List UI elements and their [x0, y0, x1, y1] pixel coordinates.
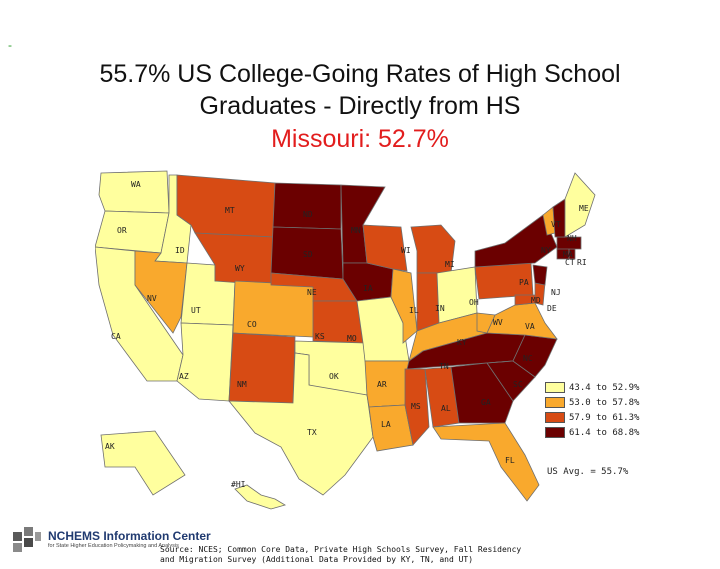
state-va [486, 302, 558, 340]
state-label-ri: RI [577, 258, 587, 267]
state-label-nm: NM [237, 380, 247, 389]
state-me [564, 172, 596, 238]
state-fl [432, 422, 540, 502]
state-ma [556, 236, 582, 250]
state-ak [100, 430, 186, 496]
state-label-ar: AR [377, 380, 387, 389]
state-label-ny: NY [541, 246, 551, 255]
state-label-ut: UT [191, 306, 201, 315]
legend: 43.4 to 52.9% 53.0 to 57.8% 57.9 to 61.3… [545, 380, 639, 440]
state-label-mt: MT [225, 206, 235, 215]
state-nc [486, 334, 558, 378]
state-nm [228, 332, 296, 404]
state-ga [450, 362, 514, 424]
legend-row-3: 57.9 to 61.3% [545, 410, 639, 425]
state-or [95, 210, 170, 254]
state-label-oh: OH [469, 298, 479, 307]
state-nd [272, 182, 342, 230]
state-label-wy: WY [235, 264, 245, 273]
state-label-nh: NH [567, 234, 577, 243]
state-il [390, 268, 418, 344]
legend-label-1: 43.4 to 52.9% [569, 382, 640, 393]
map-title: 55.7% US College-Going Rates of High Sch… [99, 60, 621, 120]
state-label-ne: NE [307, 288, 317, 297]
states-layer [95, 170, 596, 510]
state-ar [364, 360, 410, 408]
state-label-wv: WV [493, 318, 503, 327]
state-co [232, 280, 316, 338]
logo-name: NCHEMS Information Center [48, 529, 211, 543]
state-label-ma: MA [563, 250, 573, 259]
legend-row-2: 53.0 to 57.8% [545, 395, 639, 410]
source-note: Source: NCES; Common Core Data, Private … [160, 545, 522, 564]
state-hi [234, 484, 286, 510]
legend-row-1: 43.4 to 52.9% [545, 380, 639, 395]
corner-mark: - [8, 38, 12, 52]
us-average-note: US Avg. = 55.7% [547, 467, 629, 477]
state-label-mi: MI [445, 260, 455, 269]
state-label-ct: CT [565, 258, 575, 267]
logo-mark-icon [13, 527, 41, 552]
state-label-il: IL [409, 306, 419, 315]
state-label-or: OR [117, 226, 127, 235]
state-ms [404, 368, 430, 446]
state-az [176, 322, 234, 402]
state-label-nv: NV [147, 294, 157, 303]
legend-swatch-1 [545, 382, 565, 393]
legend-swatch-4 [545, 427, 565, 438]
legend-swatch-2 [545, 397, 565, 408]
state-label-me: ME [579, 204, 589, 213]
state-label-co: CO [247, 320, 257, 329]
map-subtitle: Missouri: 52.7% [271, 125, 449, 153]
state-label-ia: IA [363, 284, 373, 293]
state-la [368, 404, 414, 452]
state-label-va: VA [525, 322, 535, 331]
nchems-logo: NCHEMS Information Center for State High… [10, 523, 211, 557]
state-label-nd: ND [303, 210, 313, 219]
legend-label-4: 61.4 to 68.8% [569, 427, 640, 438]
us-choropleth-map: WA OR CA ID NV UT AZ MT WY CO NM ND SD NE KS OK TX MN IA MO… [95, 170, 596, 510]
state-label-ak: AK [105, 442, 115, 451]
state-label-ms: MS [411, 402, 421, 411]
state-label-pa: PA [519, 278, 529, 287]
legend-label-2: 53.0 to 57.8% [569, 397, 640, 408]
state-label-sd: SD [303, 250, 313, 259]
logo-tagline: for State Higher Education Policymaking … [48, 543, 179, 549]
state-label-id: ID [175, 246, 185, 255]
state-label-wi: WI [401, 246, 411, 255]
state-label-wa: WA [131, 180, 141, 189]
state-label-ks: KS [315, 332, 325, 341]
state-in [416, 272, 440, 332]
state-wv [476, 312, 496, 334]
state-label-fl: FL [505, 456, 515, 465]
state-nh [552, 198, 566, 238]
legend-swatch-3 [545, 412, 565, 423]
state-label-nj: NJ [551, 288, 561, 297]
state-label-sc: SC [513, 380, 523, 389]
state-label-mn: MN [351, 226, 361, 235]
state-label-ca: CA [111, 332, 121, 341]
state-label-az: AZ [179, 372, 189, 381]
state-label-ok: OK [329, 372, 339, 381]
state-labels-layer: WA OR CA ID NV UT AZ MT WY CO NM ND SD NE KS OK TX MN IA MO… [105, 180, 589, 489]
state-label-hi: #HI [231, 480, 246, 489]
state-label-md: MD [531, 296, 541, 305]
state-label-la: LA [381, 420, 391, 429]
state-wi [362, 224, 408, 272]
state-label-vt: VT [551, 220, 561, 229]
state-label-ga: GA [481, 398, 491, 407]
legend-label-3: 57.9 to 61.3% [569, 412, 640, 423]
state-label-al: AL [441, 404, 451, 413]
state-label-tx: TX [307, 428, 317, 437]
state-label-tn: TN [439, 362, 449, 371]
state-label-in: IN [435, 304, 445, 313]
state-wa [98, 170, 170, 214]
state-label-nc: NC [523, 354, 533, 363]
state-label-mo: MO [347, 334, 357, 343]
state-label-ky: KY [457, 338, 467, 347]
state-nj [532, 264, 548, 286]
state-label-de: DE [547, 304, 557, 313]
legend-row-4: 61.4 to 68.8% [545, 425, 639, 440]
